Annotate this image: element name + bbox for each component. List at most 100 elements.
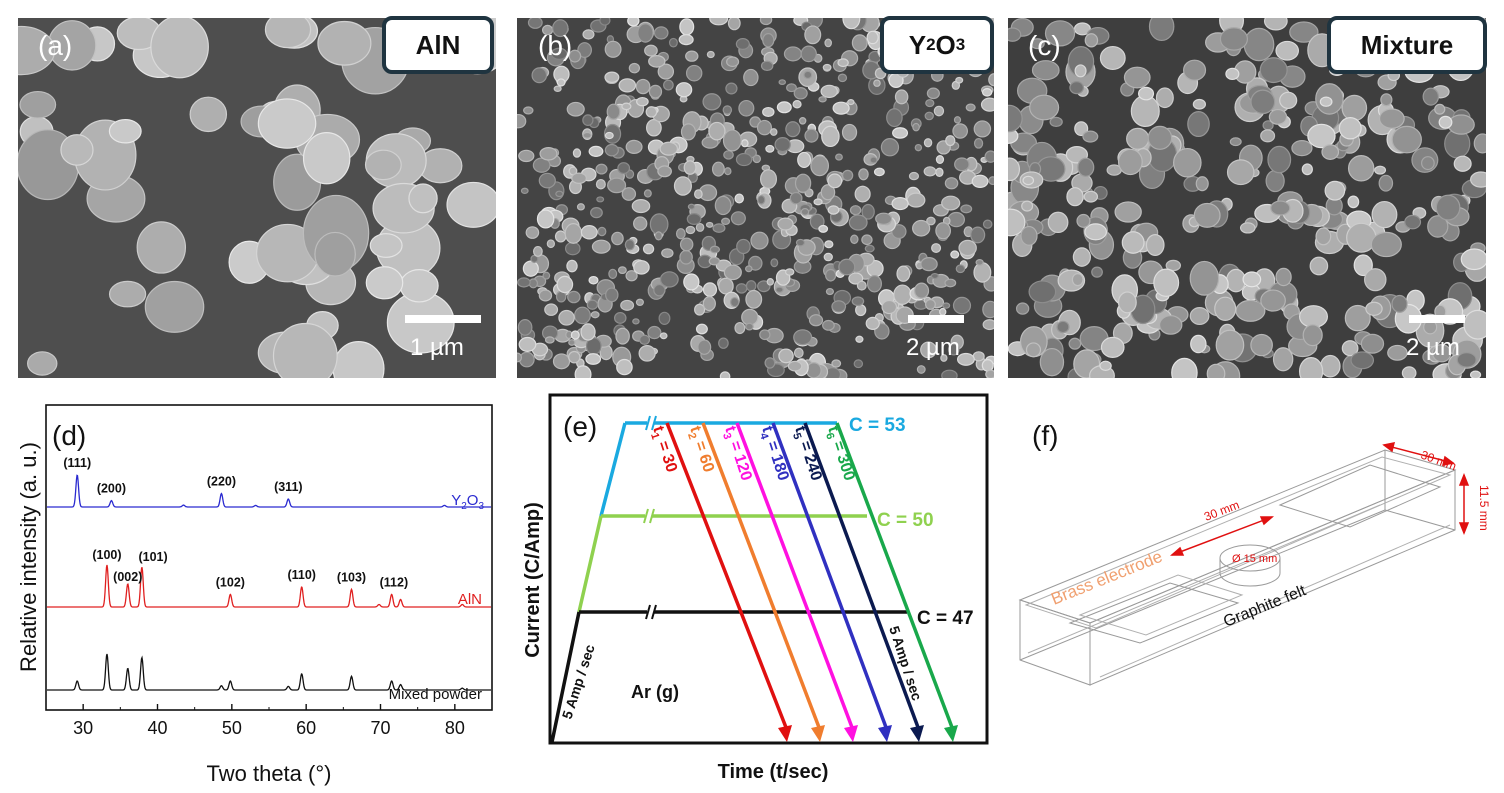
sem-particle [984,150,994,163]
sem-particle [1082,130,1099,143]
sem-particle [567,290,581,304]
ramp-arrowhead [811,725,825,742]
ramp-arrowhead [878,725,892,742]
sem-particle [648,84,663,99]
sem-particle [517,352,523,363]
sem-particle [1100,336,1125,359]
sem-particle [527,18,543,29]
sem-particle [523,106,534,115]
sem-particle [1047,211,1069,234]
sem-particle [914,143,923,152]
sem-particle [723,150,734,160]
sem-particle [726,56,740,68]
sem-particle [637,23,654,43]
sem-particle [663,79,674,91]
sem-particle [920,257,938,272]
sem-particle [1338,117,1362,140]
sem-particle [1192,98,1207,110]
sem-particle [564,223,583,244]
sem-particle [518,336,537,352]
sem-particle [745,289,763,309]
sem-particle [935,155,945,164]
sem-particle [842,18,861,30]
sem-particle [988,176,994,186]
sem-particle [762,32,775,48]
sem-particle [956,352,975,366]
sem-particle [891,224,907,240]
sem-particle [596,196,605,203]
sem-particle [1028,280,1057,304]
sem-particle [722,105,733,115]
sem-particle [544,303,559,316]
sem-particle [1137,86,1155,101]
sem-particle [864,244,875,253]
panel-b-letter: (b) [538,30,573,61]
sem-particle [1350,351,1375,370]
panel-b-tag-sub1: 2 [926,35,936,54]
series-label-aln: AlN [458,591,482,608]
panel-c-tag: Mixture [1327,16,1487,74]
sem-particle [518,351,535,368]
ramp-down-line [735,422,855,731]
sem-particle [958,239,977,257]
sem-particle [605,287,619,303]
sem-particle [832,101,850,115]
sem-particle [1378,108,1405,129]
sem-particle [803,70,813,80]
xrd-xtick-label: 60 [296,718,316,738]
sem-particle [1391,125,1422,154]
sem-particle [1056,320,1070,334]
sem-particle [982,319,994,331]
sem-particle [1153,268,1180,297]
sem-particle [873,167,885,177]
sem-particle [572,148,582,158]
sem-particle [531,67,548,84]
sem-particle [446,181,496,228]
sem-particle [580,225,598,240]
sem-particle [1344,304,1371,332]
level-label-53: C = 53 [849,415,906,436]
sem-particle [1099,360,1112,372]
sem-particle [861,234,873,246]
sem-particle [778,348,794,364]
sem-particle [530,254,539,263]
sem-particle [810,155,830,177]
sem-particle [756,119,773,136]
sem-particle [60,134,94,166]
sem-particle [1021,200,1034,212]
sem-particle [1279,91,1298,110]
sem-particle [1117,291,1137,314]
sem-particle [1374,165,1387,175]
dim-height-label: 11.5 mm [1477,485,1491,531]
sem-particle [908,171,920,181]
sem-particle [136,221,187,274]
axis-break [645,508,652,524]
sem-particle [923,166,937,177]
sem-particle [659,332,668,340]
sem-particle [639,334,651,345]
sem-particle [793,347,804,359]
sem-particle [574,306,591,325]
sem-particle [1073,22,1091,36]
panel-a-scale-bar [405,315,481,323]
sem-y2o3-texture [517,18,994,378]
sem-particle [1324,180,1346,201]
schematic-wireframe [1018,449,1457,686]
sem-particle [1049,116,1063,128]
sem-particle [892,127,909,139]
sem-particle [1226,159,1255,186]
sem-particle [257,98,317,149]
sem-particle [1117,148,1143,176]
sem-particle [793,87,808,100]
sem-particle [941,369,958,378]
sem-particle [520,187,529,195]
sem-particle [538,289,553,302]
sem-particle [795,238,806,247]
panel-f-letter: (f) [1032,420,1058,451]
sem-particle [1309,256,1329,276]
sem-particle [1239,222,1256,234]
sem-particle [745,322,754,331]
sem-particle [1219,27,1249,51]
sem-particle [658,311,671,325]
